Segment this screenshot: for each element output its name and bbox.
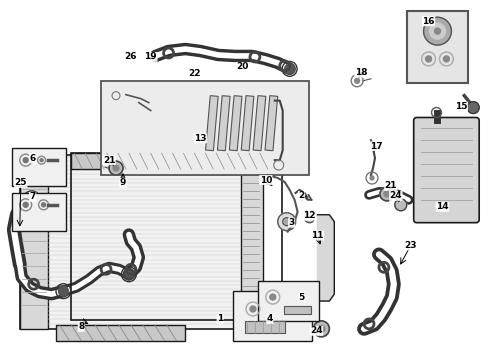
Text: 3: 3 <box>288 218 294 227</box>
Text: 16: 16 <box>422 17 434 26</box>
Bar <box>283 306 311 314</box>
Text: 18: 18 <box>354 68 366 77</box>
Text: 14: 14 <box>435 202 448 211</box>
Bar <box>229 96 242 151</box>
Bar <box>71 153 281 320</box>
Text: 26: 26 <box>124 53 137 62</box>
Circle shape <box>23 158 28 163</box>
Bar <box>241 155 263 329</box>
Circle shape <box>41 203 45 207</box>
Circle shape <box>467 102 478 113</box>
Bar <box>241 96 253 151</box>
Text: 5: 5 <box>298 293 304 302</box>
Bar <box>257 281 319 321</box>
Circle shape <box>434 28 440 34</box>
FancyBboxPatch shape <box>413 117 478 223</box>
Text: 15: 15 <box>454 102 467 111</box>
Circle shape <box>282 218 290 226</box>
Bar <box>12 148 66 186</box>
Text: 6: 6 <box>29 154 36 163</box>
Text: 1: 1 <box>217 314 223 323</box>
Bar <box>264 96 277 151</box>
Circle shape <box>113 165 119 171</box>
Bar <box>20 155 47 329</box>
Text: 4: 4 <box>266 314 272 323</box>
Circle shape <box>59 286 68 296</box>
Text: 17: 17 <box>369 142 382 151</box>
Text: 19: 19 <box>144 53 157 62</box>
Circle shape <box>40 159 43 162</box>
Text: 13: 13 <box>194 134 206 143</box>
Circle shape <box>428 23 445 39</box>
Bar <box>233 291 312 341</box>
Circle shape <box>249 306 255 312</box>
Text: 9: 9 <box>120 179 126 188</box>
Bar <box>244 321 284 333</box>
Bar <box>56 325 185 341</box>
Bar <box>253 96 265 151</box>
Circle shape <box>394 199 406 211</box>
Text: 21: 21 <box>384 181 396 190</box>
Text: 22: 22 <box>188 69 200 78</box>
Circle shape <box>443 56 448 62</box>
Text: 24: 24 <box>309 326 322 335</box>
Bar <box>20 155 263 329</box>
Text: 24: 24 <box>389 192 401 201</box>
Text: 12: 12 <box>303 211 315 220</box>
Bar <box>71 153 281 169</box>
Circle shape <box>313 321 328 337</box>
Circle shape <box>109 161 122 175</box>
Bar <box>12 193 66 231</box>
Text: 11: 11 <box>310 231 323 240</box>
Text: 23: 23 <box>404 241 416 250</box>
Circle shape <box>284 64 294 74</box>
Bar <box>205 96 218 151</box>
Text: 10: 10 <box>259 176 271 185</box>
Text: 7: 7 <box>29 192 36 201</box>
Circle shape <box>277 213 295 231</box>
Bar <box>101 81 309 175</box>
Circle shape <box>423 17 450 45</box>
Circle shape <box>369 176 373 180</box>
Circle shape <box>23 202 28 207</box>
Text: 2: 2 <box>298 192 304 201</box>
Circle shape <box>354 78 359 83</box>
Circle shape <box>269 294 275 300</box>
Text: 8: 8 <box>78 322 84 331</box>
Circle shape <box>425 56 431 62</box>
Text: 21: 21 <box>102 156 115 165</box>
Circle shape <box>304 213 314 223</box>
Polygon shape <box>317 215 334 301</box>
Bar <box>217 96 230 151</box>
Circle shape <box>379 187 393 201</box>
Circle shape <box>383 191 389 197</box>
Circle shape <box>123 269 134 279</box>
Circle shape <box>26 194 38 206</box>
Text: 25: 25 <box>15 179 27 188</box>
Circle shape <box>317 325 324 332</box>
Text: 20: 20 <box>235 62 248 71</box>
Bar <box>406 11 468 83</box>
